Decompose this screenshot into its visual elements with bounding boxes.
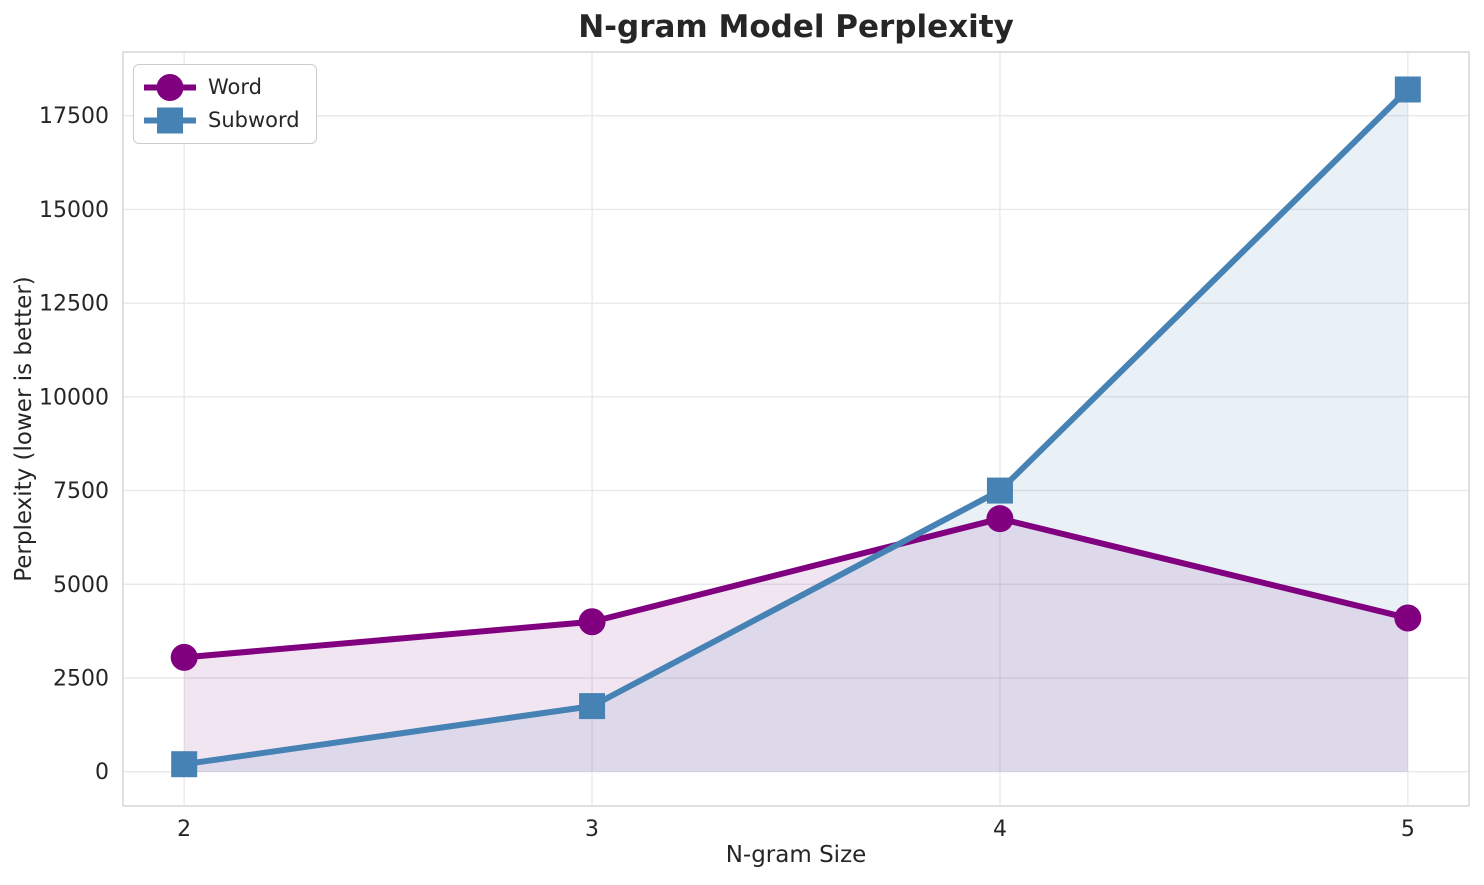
y-axis-label: Perplexity (lower is better) (11, 276, 37, 582)
subword-area-fill (184, 89, 1408, 772)
y-tick-label: 15000 (39, 198, 109, 223)
word-line (183, 515, 1409, 661)
x-tick-label: 5 (1401, 817, 1415, 842)
axes-frame (122, 51, 1470, 807)
word-area-fill (184, 518, 1408, 772)
subword-data-point (579, 693, 606, 720)
word-data-point (986, 505, 1014, 533)
legend-circle-marker-icon (156, 74, 184, 101)
legend-square-marker-icon (157, 107, 183, 134)
y-tick-label: 12500 (39, 292, 109, 317)
y-tick-label: 17500 (39, 104, 109, 129)
word-data-point (1394, 604, 1422, 632)
legend-item-word: Word (144, 72, 300, 103)
axes-background (123, 52, 1469, 806)
legend-item-subword: Subword (144, 105, 300, 136)
word-data-point (578, 608, 606, 636)
legend: Word Subword (133, 64, 317, 144)
x-tick-label: 2 (177, 817, 191, 842)
word-data-point (170, 643, 198, 671)
y-tick-label: 5000 (53, 573, 109, 598)
subword-line (183, 87, 1410, 768)
subword-series-marker-icon (144, 107, 196, 134)
x-axis-label: N-gram Size (725, 842, 867, 868)
subword-data-point (171, 751, 198, 778)
y-tick-label: 0 (95, 760, 109, 785)
chart-title: N-gram Model Perplexity (578, 9, 1014, 45)
legend-label-subword: Subword (208, 108, 300, 132)
y-tick-label: 7500 (53, 479, 109, 504)
subword-data-point (1394, 76, 1421, 103)
y-tick-label: 2500 (53, 666, 109, 691)
x-tick-label: 3 (585, 817, 599, 842)
y-axis-label-container: Perplexity (lower is better) (2, 52, 46, 806)
x-tick-label: 4 (993, 817, 1007, 842)
word-series-marker-icon (144, 74, 196, 101)
legend-label-word: Word (208, 75, 262, 99)
y-tick-label: 10000 (39, 385, 109, 410)
subword-data-point (986, 477, 1013, 504)
